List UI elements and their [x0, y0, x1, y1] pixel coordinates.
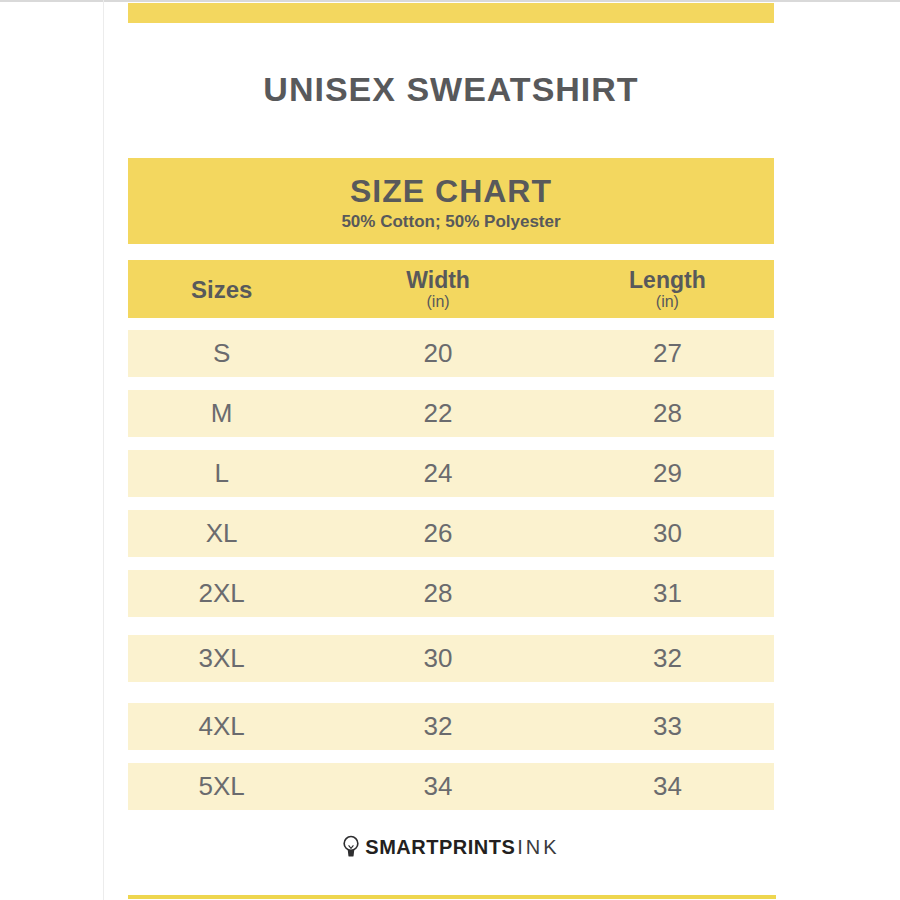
bottom-accent-bar — [128, 895, 776, 899]
length-cell: 34 — [561, 771, 774, 802]
size-cell: M — [128, 398, 315, 429]
size-cell: 2XL — [128, 578, 315, 609]
width-cell: 32 — [315, 711, 560, 742]
size-cell: 5XL — [128, 771, 315, 802]
header-label-length: Length — [629, 268, 706, 293]
table-row: S 20 27 — [128, 330, 774, 377]
length-cell: 27 — [561, 338, 774, 369]
table-row: L 24 29 — [128, 450, 774, 497]
width-cell: 24 — [315, 458, 560, 489]
table-row: M 22 28 — [128, 390, 774, 437]
width-cell: 26 — [315, 518, 560, 549]
size-cell: 4XL — [128, 711, 315, 742]
length-cell: 30 — [561, 518, 774, 549]
length-cell: 31 — [561, 578, 774, 609]
length-cell: 28 — [561, 398, 774, 429]
header-unit-length: (in) — [656, 293, 679, 311]
length-cell: 32 — [561, 643, 774, 674]
table-row: 4XL 32 33 — [128, 703, 774, 750]
size-cell: 3XL — [128, 643, 315, 674]
size-cell: XL — [128, 518, 315, 549]
header-cell-width: Width (in) — [315, 268, 560, 311]
header-cell-length: Length (in) — [561, 268, 774, 311]
width-cell: 30 — [315, 643, 560, 674]
table-header-row: Sizes Width (in) Length (in) — [128, 260, 774, 318]
brand-logo: SMARTPRINTS INK — [128, 832, 774, 862]
banner-title: SIZE CHART — [350, 174, 552, 208]
size-cell: S — [128, 338, 315, 369]
product-title: UNISEX SWEATSHIRT — [128, 72, 774, 106]
width-cell: 20 — [315, 338, 560, 369]
size-cell: L — [128, 458, 315, 489]
table-row: 2XL 28 31 — [128, 570, 774, 617]
header-label-width: Width — [406, 268, 470, 293]
top-accent-bar — [128, 3, 774, 23]
table-row: 5XL 34 34 — [128, 763, 774, 810]
header-unit-width: (in) — [427, 293, 450, 311]
width-cell: 22 — [315, 398, 560, 429]
length-cell: 29 — [561, 458, 774, 489]
size-chart-graphic: UNISEX SWEATSHIRT SIZE CHART 50% Cotton;… — [128, 0, 774, 862]
size-chart-banner: SIZE CHART 50% Cotton; 50% Polyester — [128, 158, 774, 244]
width-cell: 28 — [315, 578, 560, 609]
brand-name-secondary: INK — [517, 836, 559, 859]
header-label-sizes: Sizes — [191, 277, 252, 302]
banner-subtitle: 50% Cotton; 50% Polyester — [341, 213, 560, 231]
header-cell-sizes: Sizes — [128, 277, 315, 302]
width-cell: 34 — [315, 771, 560, 802]
lightbulb-icon — [342, 834, 360, 860]
brand-name-primary: SMARTPRINTS — [365, 836, 515, 859]
table-row: XL 26 30 — [128, 510, 774, 557]
page-border-left — [103, 0, 104, 900]
table-row: 3XL 30 32 — [128, 635, 774, 682]
length-cell: 33 — [561, 711, 774, 742]
